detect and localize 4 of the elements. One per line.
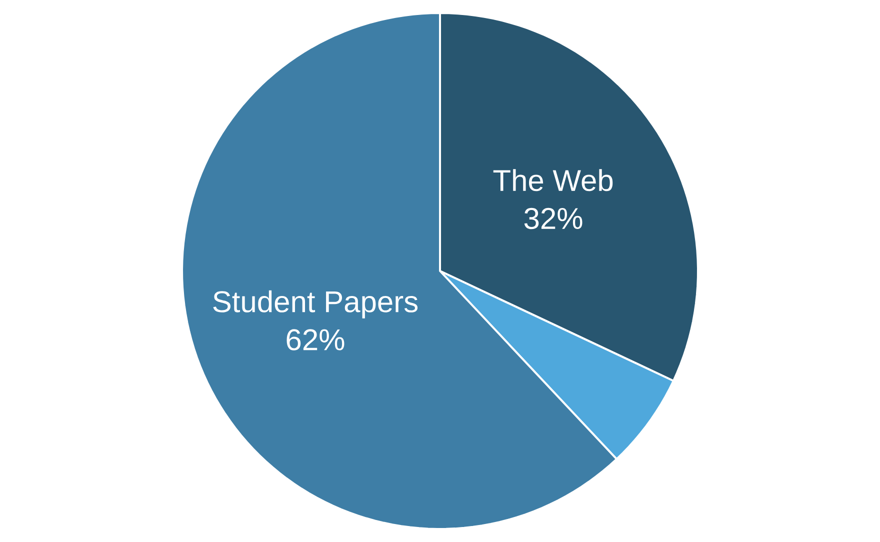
slice-label: The Web	[493, 169, 613, 192]
data-label: 62%	[286, 329, 344, 350]
slice-label: Student Papers	[213, 290, 418, 318]
data-label: 32%	[524, 208, 582, 230]
